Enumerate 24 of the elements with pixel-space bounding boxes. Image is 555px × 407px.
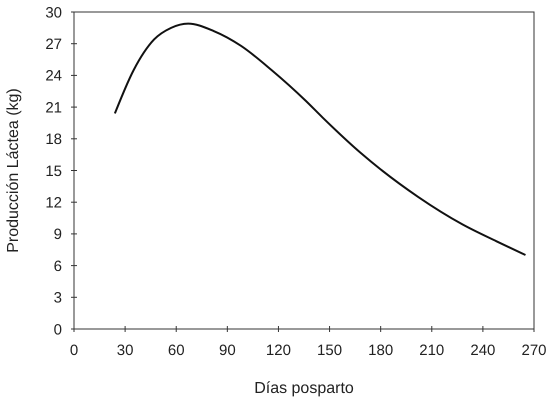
y-axis-title: Producción Láctea (kg) [5,88,22,253]
y-tick-label: 0 [54,321,62,338]
y-tick-label: 15 [45,162,62,180]
x-tick-label: 240 [470,342,496,359]
y-tick-label: 21 [45,99,62,116]
x-tick-label: 270 [521,342,547,359]
x-tick-label: 150 [317,342,342,359]
y-tick-label: 9 [54,226,62,244]
line-series [114,22,526,256]
x-tick-label: 30 [116,342,134,359]
y-tick-label: 24 [45,68,62,85]
x-axis-title: Días posparto [254,380,354,397]
y-tick-label: 18 [45,131,62,148]
y-tick-label: 27 [45,36,62,53]
x-tick-label: 0 [70,342,78,359]
x-tick-label: 90 [218,342,236,359]
x-tick-label: 60 [168,342,185,359]
y-tick-label: 6 [54,258,62,275]
y-tick-label: 12 [45,194,62,212]
y-tick-label: 30 [45,4,62,22]
x-tick-label: 210 [419,342,444,359]
x-tick-label: 120 [266,342,291,359]
y-tick-label: 3 [54,290,62,307]
x-tick-label: 180 [368,342,394,359]
